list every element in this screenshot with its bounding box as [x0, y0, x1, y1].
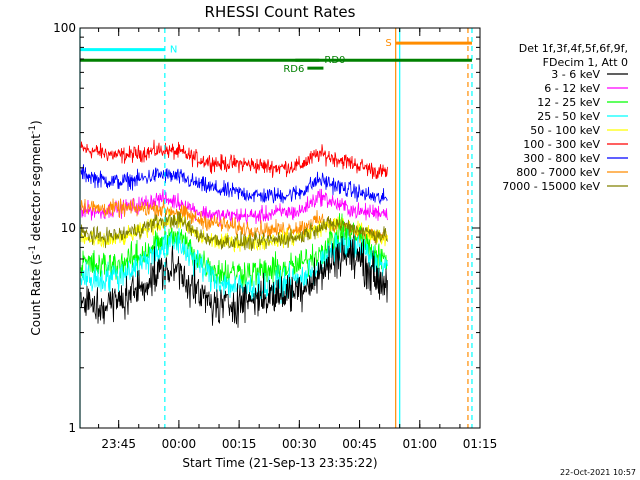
y-tick-label: 100	[53, 21, 76, 35]
annotation-bars: N S RD0 RD6	[80, 38, 472, 75]
chart-title: RHESSI Count Rates	[205, 3, 356, 21]
legend-label: 50 - 100 keV	[530, 124, 600, 137]
series-line	[80, 228, 388, 304]
legend-label: 100 - 300 keV	[523, 138, 600, 151]
x-tick-label: 00:45	[342, 437, 377, 451]
series-line	[80, 235, 388, 328]
legend: Det 1f,3f,4f,5f,6f,9f,FDecim 1, Att 03 -…	[502, 42, 628, 193]
x-tick-label: 00:30	[282, 437, 317, 451]
annotation-label: RD6	[283, 64, 304, 75]
axes: 23:45 00:00 00:15 00:30 00:45 01:00 01:15 1 10 10…	[53, 21, 497, 451]
series-line	[80, 139, 388, 180]
series-line	[80, 164, 388, 205]
x-tick-label: 23:45	[101, 437, 136, 451]
x-tick-label: 01:00	[402, 437, 437, 451]
y-axis-label-end: )	[29, 120, 43, 125]
legend-label: 6 - 12 keV	[544, 82, 600, 95]
legend-label: 800 - 7000 keV	[516, 166, 600, 179]
series-line	[80, 188, 388, 227]
x-tick-label: 00:15	[222, 437, 257, 451]
x-axis-label: Start Time (21-Sep-13 23:35:22)	[182, 456, 377, 470]
legend-label: 25 - 50 keV	[537, 110, 600, 123]
legend-label: 3 - 6 keV	[551, 68, 600, 81]
legend-header: FDecim 1, Att 0	[543, 56, 628, 69]
annotation-label: RD0	[324, 55, 345, 66]
legend-header: Det 1f,3f,4f,5f,6f,9f,	[519, 42, 628, 55]
series-line	[80, 211, 388, 251]
x-tick-label: 01:15	[463, 437, 498, 451]
y-tick-label: 10	[61, 221, 76, 235]
series-traces	[80, 139, 388, 328]
y-tick-label: 1	[68, 421, 76, 435]
y-axis-label: Count Rate (s-1 detector segment-1)	[28, 120, 43, 335]
y-axis-label-mid: detector segment	[29, 134, 43, 245]
annotation-label: N	[170, 45, 177, 56]
series-line	[80, 211, 388, 253]
legend-label: 300 - 800 keV	[523, 152, 600, 165]
y-axis-label-sup1: -1	[28, 245, 38, 254]
legend-label: 12 - 25 keV	[537, 96, 600, 109]
annotation-label: S	[385, 38, 391, 49]
footer-timestamp: 22-Oct-2021 10:57	[560, 468, 636, 477]
x-tick-label: 00:00	[162, 437, 197, 451]
y-axis-label-main: Count Rate (s	[29, 254, 43, 336]
y-axis-label-sup2: -1	[28, 125, 38, 134]
legend-label: 7000 - 15000 keV	[502, 180, 600, 193]
